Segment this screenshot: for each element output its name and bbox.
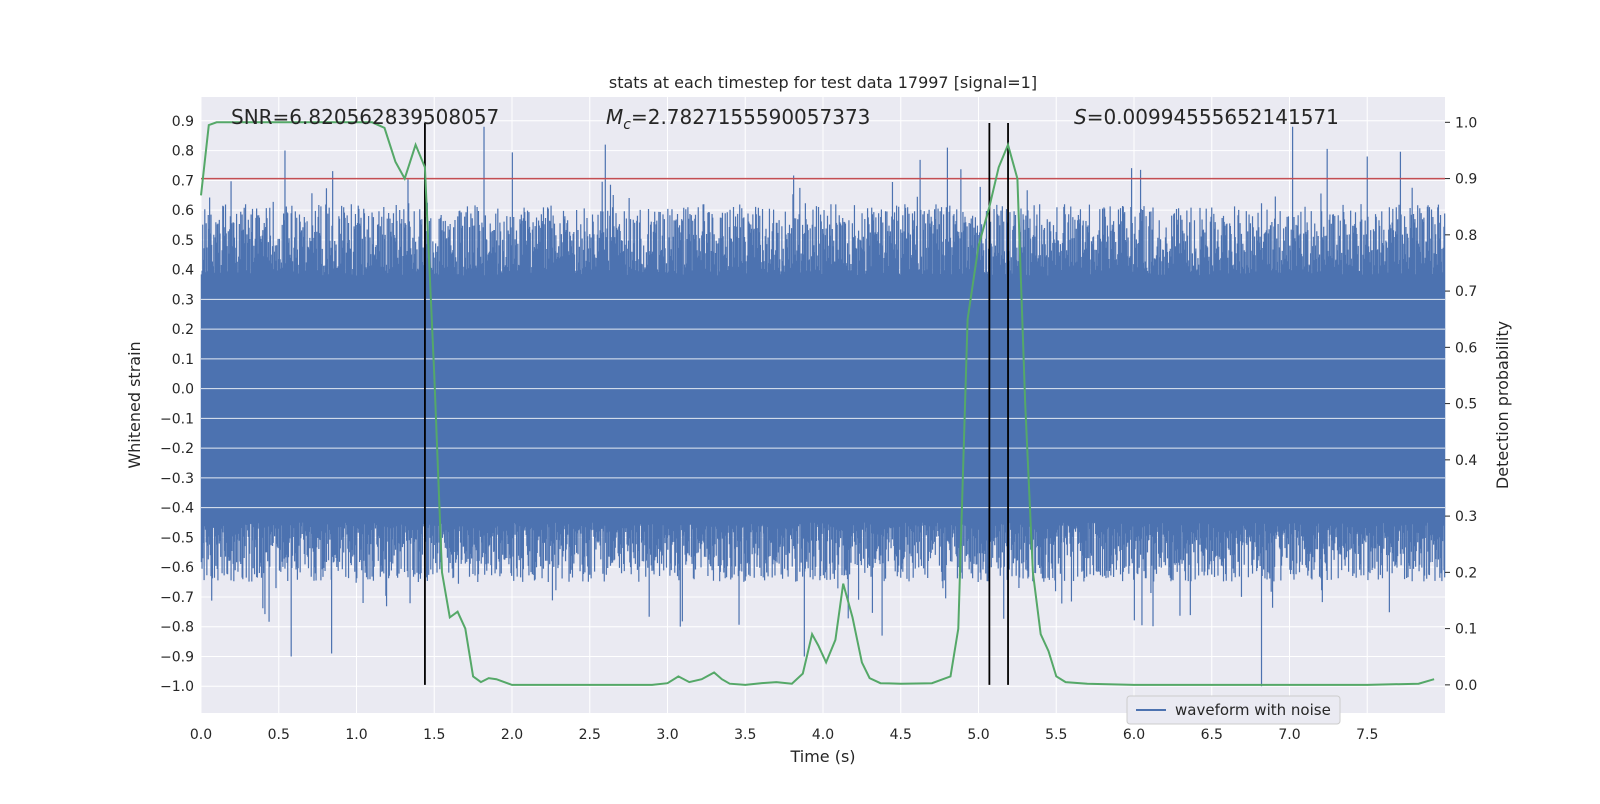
y-tick-label-right: 0.2 <box>1455 565 1477 581</box>
x-tick-label: 4.0 <box>812 727 834 743</box>
y-axis-label-right: Detection probability <box>1493 321 1512 489</box>
y-tick-label-left: 0.0 <box>172 382 194 398</box>
y-tick-label-left: 0.6 <box>172 203 194 219</box>
y-tick-label-left: −0.1 <box>160 411 194 427</box>
y-tick-label-left: −0.8 <box>160 620 194 636</box>
y-tick-label-left: −0.9 <box>160 649 194 665</box>
x-tick-label: 0.0 <box>190 727 212 743</box>
y-tick-label-right: 0.3 <box>1455 509 1477 525</box>
y-tick-label-left: −0.7 <box>160 590 194 606</box>
mc-annotation: Mc=2.7827155590057373 <box>606 105 870 133</box>
y-tick-label-left: −0.2 <box>160 441 194 457</box>
s-annotation: S=0.00994555652141571 <box>1074 105 1339 129</box>
x-tick-label: 3.0 <box>656 727 678 743</box>
y-tick-label-left: 0.4 <box>172 263 194 279</box>
x-tick-label: 5.0 <box>967 727 989 743</box>
y-tick-label-right: 0.1 <box>1455 622 1477 638</box>
s-symbol: S <box>1074 105 1087 129</box>
probability-series-group <box>200 121 1435 686</box>
x-tick-label: 1.5 <box>423 727 445 743</box>
tick-labels: 0.0 0.5 1.0 1.5 2.0 2.5 3.0 3.5 4.0 4.5 5.0 5.5 6.0 6… <box>160 114 1477 743</box>
y-tick-label-left: −0.5 <box>160 530 194 546</box>
y-tick-label-left: −0.6 <box>160 560 194 576</box>
chart-title: stats at each timestep for test data 179… <box>609 73 1037 92</box>
snr-annotation: SNR=6.820562839508057 <box>231 105 499 129</box>
y-tick-label-left: 0.8 <box>172 144 194 160</box>
y-tick-label-right: 0.0 <box>1455 678 1477 694</box>
x-tick-label: 0.5 <box>268 727 290 743</box>
mc-symbol: M <box>606 105 623 129</box>
y-tick-label-right: 0.5 <box>1455 397 1477 413</box>
legend: waveform with noise <box>1126 695 1341 725</box>
probability-line <box>200 121 1435 686</box>
x-axis-label: Time (s) <box>789 747 855 766</box>
legend-box <box>1126 695 1341 725</box>
y-tick-label-right: 0.6 <box>1455 340 1477 356</box>
y-tick-label-right: 0.7 <box>1455 284 1477 300</box>
y-tick-label-left: 0.3 <box>172 292 194 308</box>
legend-label: waveform with noise <box>1175 701 1331 719</box>
x-tick-label: 7.0 <box>1278 727 1300 743</box>
marker-lines <box>424 123 1009 685</box>
x-tick-label: 2.5 <box>579 727 601 743</box>
y-tick-label-left: 0.2 <box>172 322 194 338</box>
waveform-series <box>200 126 1446 687</box>
y-tick-label-left: 0.1 <box>172 352 194 368</box>
y-tick-label-right: 0.9 <box>1455 172 1477 188</box>
y-tick-label-right: 0.4 <box>1455 453 1477 469</box>
y-tick-label-left: −0.3 <box>160 471 194 487</box>
x-tick-label: 6.5 <box>1201 727 1223 743</box>
y-tick-label-left: 0.9 <box>172 114 194 130</box>
y-tick-label-right: 0.8 <box>1455 228 1477 244</box>
y-tick-label-left: 0.5 <box>172 233 194 249</box>
mc-subscript: c <box>623 117 631 133</box>
s-value: =0.00994555652141571 <box>1087 105 1339 129</box>
x-tick-label: 7.5 <box>1356 727 1378 743</box>
x-tick-label: 2.0 <box>501 727 523 743</box>
x-tick-label: 1.0 <box>345 727 367 743</box>
x-tick-label: 4.5 <box>890 727 912 743</box>
x-tick-label: 6.0 <box>1123 727 1145 743</box>
y-tick-label-left: −1.0 <box>160 679 194 695</box>
x-tick-label: 5.5 <box>1045 727 1067 743</box>
x-tick-label: 3.5 <box>734 727 756 743</box>
mc-value: =2.7827155590057373 <box>631 105 870 129</box>
y-tick-label-right: 1.0 <box>1455 115 1477 131</box>
y-tick-label-left: 0.7 <box>172 173 194 189</box>
y-axis-label-left: Whitened strain <box>125 341 144 468</box>
y-tick-label-left: −0.4 <box>160 501 194 517</box>
